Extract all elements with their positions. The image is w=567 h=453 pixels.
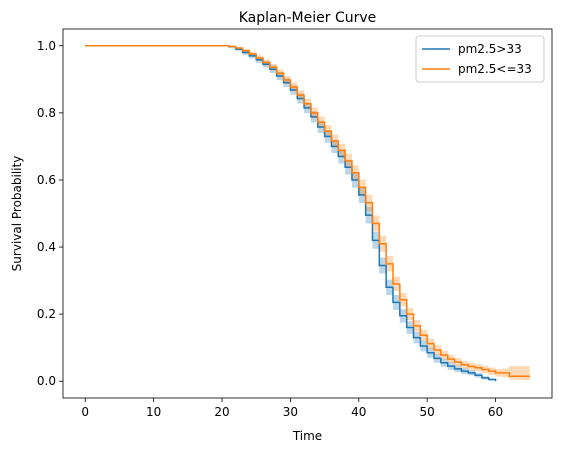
- x-axis: 0 10 20 30 40 50 60: [81, 398, 503, 419]
- chart-title: Kaplan-Meier Curve: [239, 10, 377, 26]
- x-tick-label: 20: [214, 405, 229, 419]
- x-tick-label: 10: [146, 405, 161, 419]
- legend: pm2.5>33 pm2.5<=33: [415, 35, 545, 83]
- y-tick-label: 0.4: [37, 240, 56, 254]
- y-tick-label: 0.2: [37, 307, 56, 321]
- legend-label-0: pm2.5>33: [458, 42, 522, 56]
- x-axis-label: Time: [292, 429, 322, 443]
- ci-band-0: [85, 45, 496, 382]
- y-tick-label: 0.0: [37, 374, 56, 388]
- y-tick-label: 0.6: [37, 173, 56, 187]
- survival-line-0: [85, 45, 497, 382]
- x-tick-label: 40: [351, 405, 366, 419]
- y-axis: 0.0 0.2 0.4 0.6 0.8 1.0: [37, 39, 63, 388]
- x-tick-label: 60: [488, 405, 503, 419]
- legend-label-1: pm2.5<=33: [458, 62, 532, 76]
- x-tick-label: 30: [283, 405, 298, 419]
- x-tick-label: 50: [420, 405, 435, 419]
- survival-line-1: [85, 45, 530, 377]
- plot-frame: [62, 28, 553, 399]
- y-tick-label: 0.8: [37, 106, 56, 120]
- ci-band-1: [85, 45, 530, 381]
- y-tick-label: 1.0: [37, 39, 56, 53]
- survival-lines: [85, 45, 530, 382]
- y-axis-label: Survival Probability: [10, 156, 24, 272]
- x-tick-label: 0: [81, 405, 89, 419]
- legend-box: [415, 35, 545, 83]
- confidence-bands: [85, 45, 530, 382]
